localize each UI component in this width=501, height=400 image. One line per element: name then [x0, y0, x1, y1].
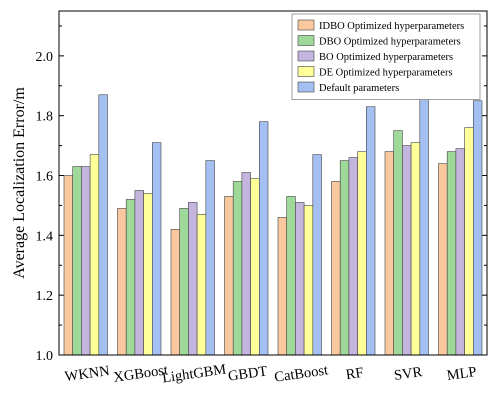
bar-catboost-series-4: [303, 205, 314, 356]
bar-catboost-series-3: [295, 202, 305, 356]
bar-gbdt-series-4: [250, 178, 260, 356]
bar-mlp-series-2: [446, 151, 457, 356]
bar-gbdt-series-3: [241, 172, 251, 356]
bar-wknn-series-3: [81, 166, 91, 356]
bar-catboost-series-2: [286, 196, 296, 356]
bar-catboost-series-1: [277, 217, 287, 356]
bar-gbdt-series-5: [258, 121, 269, 356]
bar-rf-series-1: [331, 181, 341, 356]
x-tick-label: WKNN: [64, 363, 111, 385]
legend-swatch: [297, 66, 315, 77]
bar-lightgbm-series-1: [170, 229, 180, 356]
y-axis-ticks: 1.0 1.2 1.4 1.6 1.8 2.0: [36, 25, 487, 364]
bar-rf-series-2: [339, 160, 350, 356]
bar-mlp-series-1: [438, 163, 448, 356]
bar-gbdt-series-1: [224, 196, 234, 356]
bars: [63, 91, 483, 356]
bar-gbdt-series-2: [232, 181, 243, 356]
x-tick-label: RF: [345, 365, 365, 383]
bar-rf-series-5: [365, 106, 376, 356]
bar-svr-series-4: [410, 142, 421, 356]
bar-xgboost-series-2: [125, 199, 136, 356]
bar-xgboost-series-1: [117, 208, 127, 356]
bar-xgboost-series-4: [143, 193, 153, 356]
legend-label: Default parameters: [319, 83, 399, 94]
y-tick-label: 2.0: [36, 50, 54, 65]
legend-label: DBO Optimized hyperparameters: [319, 37, 461, 48]
bar-lightgbm-series-2: [179, 208, 189, 356]
bar-rf-series-4: [357, 151, 367, 356]
bar-svr-series-1: [384, 151, 394, 356]
legend-swatch: [297, 50, 315, 62]
bar-svr-series-5: [419, 91, 429, 356]
x-tick-label: XGBoost: [112, 362, 168, 385]
x-tick-label: CatBoost: [273, 362, 329, 385]
bar-xgboost-series-5: [152, 142, 162, 356]
legend-label: DE Optimized hyperparameters: [319, 68, 453, 79]
bar-svr-series-2: [393, 130, 403, 356]
x-tick-label: MLP: [446, 364, 478, 384]
plot-frame: [58, 10, 488, 356]
bar-svr-series-3: [402, 145, 412, 356]
bar-rf-series-3: [348, 157, 358, 356]
bar-lightgbm-series-4: [196, 214, 207, 356]
bar-wknn-series-1: [63, 175, 73, 356]
y-tick-label: 1.0: [36, 349, 54, 364]
y-tick-label: 1.6: [36, 170, 54, 185]
legend-box: [291, 13, 481, 100]
x-tick-label: SVR: [393, 364, 423, 384]
legend-label: IDBO Optimized hyperparameters: [319, 21, 464, 32]
bar-catboost-series-5: [312, 154, 322, 356]
legend: IDBO Optimized hyperparameters DBO Optimi…: [291, 13, 481, 100]
bar-mlp-series-3: [455, 148, 465, 356]
bar-lightgbm-series-5: [205, 160, 215, 356]
bar-xgboost-series-3: [134, 190, 144, 356]
legend-swatch: [297, 19, 315, 31]
bar-mlp-series-4: [464, 127, 474, 356]
bar-wknn-series-4: [89, 154, 100, 356]
legend-label: BO Optimized hyperparameters: [319, 52, 453, 63]
bar-wknn-series-2: [72, 166, 82, 356]
legend-swatch: [297, 81, 315, 93]
y-tick-label: 1.4: [36, 229, 54, 244]
y-axis-label: Average Localization Error/m: [11, 87, 28, 279]
y-tick-label: 1.8: [36, 110, 54, 125]
bar-wknn-series-5: [98, 94, 108, 356]
x-tick-label: LightGBM: [161, 362, 227, 387]
y-tick-label: 1.2: [36, 289, 54, 304]
bar-lightgbm-series-3: [188, 202, 198, 356]
bar-mlp-series-5: [472, 100, 483, 356]
x-tick-label: GBDT: [227, 363, 268, 384]
legend-swatch: [297, 35, 315, 46]
